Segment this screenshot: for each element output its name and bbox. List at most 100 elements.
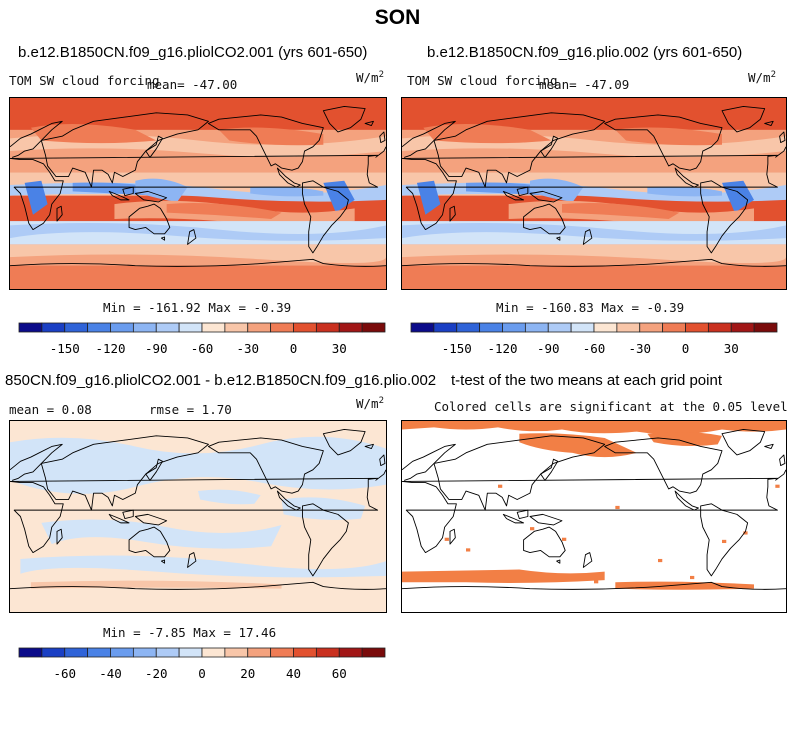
panel3-colorbar-box [270, 647, 294, 658]
panel1-colorbar-box [315, 322, 340, 333]
panel3-colorbar-box [361, 647, 386, 658]
panel1-colorbar-box [110, 322, 134, 333]
panel1-map-svg [10, 98, 386, 289]
panel1-colorbar-box [361, 322, 386, 333]
panel3-mean: mean = 0.08 [9, 402, 92, 417]
panel1-colorbar-tick-label: -90 [145, 341, 168, 356]
panel3-colorbar-box [132, 647, 157, 658]
panel3-colorbar-tick-label: -40 [99, 666, 122, 681]
panel2-map-svg [402, 98, 786, 289]
coastlines [402, 106, 786, 266]
panel2-colorbar-box [410, 322, 435, 333]
panel2-colorbar-box [524, 322, 549, 333]
panel1-colorbar-tick-label: -120 [95, 341, 125, 356]
panel1-title: b.e12.B1850CN.f09_g16.pliolCO2.001 (yrs … [18, 44, 368, 61]
panel2-colorbar-box [456, 322, 481, 333]
panel3-colorbar-box [338, 647, 363, 658]
panel3-minmax: Min = -7.85 Max = 17.46 [103, 625, 277, 640]
panel1-colorbar-box [270, 322, 294, 333]
panel1-colorbar-box [293, 322, 317, 333]
panel2-colorbar-svg: -150 -120 -90 -60 -30 0 30 [410, 322, 778, 356]
panel2-colorbar-tick-label: 30 [724, 341, 739, 356]
cloud-forcing-field [402, 98, 786, 289]
panel3-colorbar-box [201, 647, 226, 658]
panel2-colorbar-box [662, 322, 686, 333]
panel4-title: t-test of the two means at each grid poi… [451, 372, 722, 389]
panel3-colorbar-box [110, 647, 134, 658]
panel4-subtitle: Colored cells are significant at the 0.0… [434, 399, 788, 414]
panel2-colorbar-tick-label: -30 [628, 341, 651, 356]
panel3-colorbar-box [155, 647, 180, 658]
panel2-colorbar-tick-label: -60 [583, 341, 606, 356]
panel1-colorbar-tick-label: -60 [191, 341, 214, 356]
panel3-map-svg [10, 421, 386, 612]
panel3-colorbar-box [247, 647, 272, 658]
panel1-colorbar-box [41, 322, 66, 333]
panel3-colorbar-box [178, 647, 203, 658]
panel1-minmax: Min = -161.92 Max = -0.39 [103, 300, 292, 315]
panel2-colorbar-box [502, 322, 526, 333]
panel2-field-label: TOM SW cloud forcing [407, 73, 558, 88]
panel2-units: W/m2 [748, 70, 776, 86]
panel3-colorbar-box [315, 647, 340, 658]
panel2-colorbar: -150 -120 -90 -60 -30 0 30 [410, 322, 778, 356]
panel1-colorbar-tick-label: -150 [50, 341, 80, 356]
panel1-colorbar-box [18, 322, 43, 333]
coastlines [402, 429, 786, 589]
panel2-colorbar-tick-label: -150 [442, 341, 472, 356]
panel1-colorbar-tick-label: 0 [290, 341, 298, 356]
panel3-colorbar-tick-label: 60 [332, 666, 347, 681]
panel3-map [9, 420, 387, 613]
panel1-colorbar-svg: -150 -120 -90 -60 -30 0 30 [18, 322, 386, 356]
panel1-map [9, 97, 387, 290]
panel1-colorbar-box [64, 322, 89, 333]
panel3-colorbar-svg: -60 -40 -20 0 20 40 60 [18, 647, 386, 681]
difference-field [10, 421, 386, 612]
panel2-title: b.e12.B1850CN.f09_g16.plio.002 (yrs 601-… [427, 44, 743, 61]
panel2-colorbar-tick-label: 0 [682, 341, 690, 356]
panel1-colorbar-tick-label: -30 [236, 341, 259, 356]
cloud-forcing-field [10, 98, 386, 289]
panel3-colorbar-tick-label: 0 [198, 666, 206, 681]
panel3-colorbar-box [87, 647, 111, 658]
panel1-colorbar-box [201, 322, 226, 333]
panel1-colorbar: -150 -120 -90 -60 -30 0 30 [18, 322, 386, 356]
panel3-colorbar-box [224, 647, 249, 658]
significance-field [402, 421, 786, 612]
panel2-mean: mean= -47.09 [539, 77, 630, 92]
panel2-colorbar-box [616, 322, 641, 333]
panel2-colorbar-box [730, 322, 755, 333]
panel3-colorbar-tick-label: 20 [240, 666, 255, 681]
panel1-colorbar-tick-label: 30 [332, 341, 347, 356]
page-title: SON [374, 6, 421, 29]
coastlines [10, 429, 386, 589]
panel3-colorbar-tick-label: -20 [145, 666, 168, 681]
panel2-colorbar-box [570, 322, 595, 333]
panel2-colorbar-box [547, 322, 572, 333]
panel4-map [401, 420, 787, 613]
panel1-units: W/m2 [356, 70, 384, 86]
panel1-colorbar-box [87, 322, 111, 333]
panel3-colorbar-box [293, 647, 317, 658]
panel1-colorbar-box [178, 322, 203, 333]
panel3-rmse: rmse = 1.70 [149, 402, 232, 417]
panel2-map [401, 97, 787, 290]
panel3-colorbar: -60 -40 -20 0 20 40 60 [18, 647, 386, 681]
panel2-colorbar-box [479, 322, 503, 333]
panel1-colorbar-box [224, 322, 249, 333]
panel1-colorbar-box [247, 322, 272, 333]
panel2-colorbar-tick-label: -90 [537, 341, 560, 356]
panel2-colorbar-box [433, 322, 458, 333]
panel3-colorbar-tick-label: -60 [53, 666, 76, 681]
panel2-colorbar-box [707, 322, 732, 333]
panel2-colorbar-box [685, 322, 709, 333]
panel1-colorbar-box [338, 322, 363, 333]
panel2-minmax: Min = -160.83 Max = -0.39 [496, 300, 685, 315]
panel3-colorbar-box [64, 647, 89, 658]
panel3-units: W/m2 [356, 396, 384, 412]
panel3-title: 850CN.f09_g16.pliolCO2.001 - b.e12.B1850… [5, 372, 437, 389]
coastlines [10, 106, 386, 266]
panel3-colorbar-tick-label: 40 [286, 666, 301, 681]
panel4-map-svg [402, 421, 786, 612]
panel3-colorbar-box [41, 647, 66, 658]
